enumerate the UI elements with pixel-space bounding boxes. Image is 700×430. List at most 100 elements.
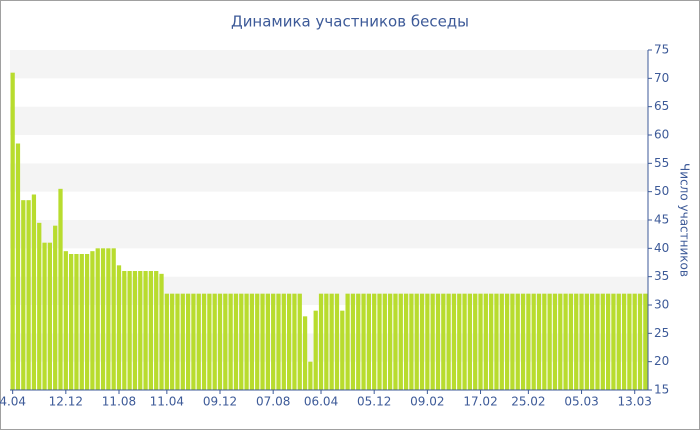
x-tick-label: 25.02 <box>511 395 545 409</box>
bar <box>372 293 377 390</box>
bar <box>122 271 127 390</box>
bar <box>483 293 488 390</box>
bar <box>536 293 542 390</box>
bar <box>616 293 621 390</box>
y-axis-label: Число участников <box>678 163 692 277</box>
bar <box>313 310 318 390</box>
bar <box>74 254 79 390</box>
y-tick-label: 50 <box>654 184 669 198</box>
bar <box>175 293 180 390</box>
bar <box>414 293 419 390</box>
bar <box>531 293 536 390</box>
grid-band <box>10 305 648 334</box>
bar <box>462 293 467 390</box>
bar <box>446 293 451 390</box>
bar <box>63 251 68 390</box>
y-tick-label: 65 <box>654 99 669 113</box>
y-tick-label: 30 <box>654 298 669 312</box>
bar <box>185 293 191 390</box>
bar <box>111 248 116 390</box>
bar <box>547 293 552 390</box>
bar <box>494 293 499 390</box>
x-tick-label: 13.03 <box>618 395 652 409</box>
bar <box>302 316 308 390</box>
y-tick-label: 40 <box>654 241 669 255</box>
bar <box>233 293 239 390</box>
bar <box>542 293 547 390</box>
bar <box>334 293 340 390</box>
bar <box>47 242 53 390</box>
bar <box>584 293 589 390</box>
bar <box>489 293 494 390</box>
bar <box>590 293 595 390</box>
bar <box>632 293 637 390</box>
bar <box>106 248 111 390</box>
bar <box>563 293 568 390</box>
bar <box>621 293 627 390</box>
x-tick-label: 12.12 <box>49 395 83 409</box>
bar <box>58 188 63 390</box>
bar <box>69 254 74 390</box>
bar <box>223 293 228 390</box>
bar <box>382 293 387 390</box>
bar <box>600 293 605 390</box>
bar <box>574 293 579 390</box>
bar <box>191 293 196 390</box>
bar <box>21 200 26 390</box>
grid-band <box>10 333 648 362</box>
y-tick-label: 75 <box>654 43 669 57</box>
grid-band <box>10 276 648 305</box>
x-tick-label: 05.12 <box>357 395 391 409</box>
bar <box>605 293 611 390</box>
y-tick-label: 15 <box>654 383 669 397</box>
bar <box>127 271 132 390</box>
y-tick-label: 45 <box>654 213 669 227</box>
bar <box>276 293 281 390</box>
bar <box>100 248 106 390</box>
bar <box>244 293 249 390</box>
bar <box>441 293 446 390</box>
bar <box>403 293 409 390</box>
x-tick-label: 11.04 <box>150 395 184 409</box>
bar <box>132 271 138 390</box>
bar <box>116 265 122 390</box>
bar <box>643 293 648 390</box>
bar <box>637 293 643 390</box>
grid-band <box>10 191 648 220</box>
bar <box>568 293 574 390</box>
bar <box>510 293 515 390</box>
bar <box>42 242 47 390</box>
bar <box>515 293 520 390</box>
bar <box>388 293 393 390</box>
x-tick-label: 07.08 <box>256 395 290 409</box>
bar <box>260 293 265 390</box>
bar <box>499 293 504 390</box>
grid-band <box>10 163 648 192</box>
bar <box>377 293 382 390</box>
bar <box>207 293 212 390</box>
bar <box>611 293 616 390</box>
bar <box>271 293 276 390</box>
bar <box>393 293 398 390</box>
bar <box>217 293 223 390</box>
bar <box>249 293 255 390</box>
bar <box>10 72 15 391</box>
bar <box>425 293 430 390</box>
bar <box>467 293 473 390</box>
bar <box>478 293 483 390</box>
bar <box>281 293 286 390</box>
bar <box>324 293 329 390</box>
bar <box>595 293 600 390</box>
bar <box>255 293 260 390</box>
bar <box>627 293 632 390</box>
bar <box>329 293 334 390</box>
bar <box>159 273 164 390</box>
y-tick-label: 55 <box>654 156 669 170</box>
chart-title: Динамика участников беседы <box>231 13 469 31</box>
bar <box>212 293 217 390</box>
grid-band <box>10 248 648 277</box>
bar <box>143 271 148 390</box>
bar <box>31 194 37 390</box>
bar <box>361 293 366 390</box>
